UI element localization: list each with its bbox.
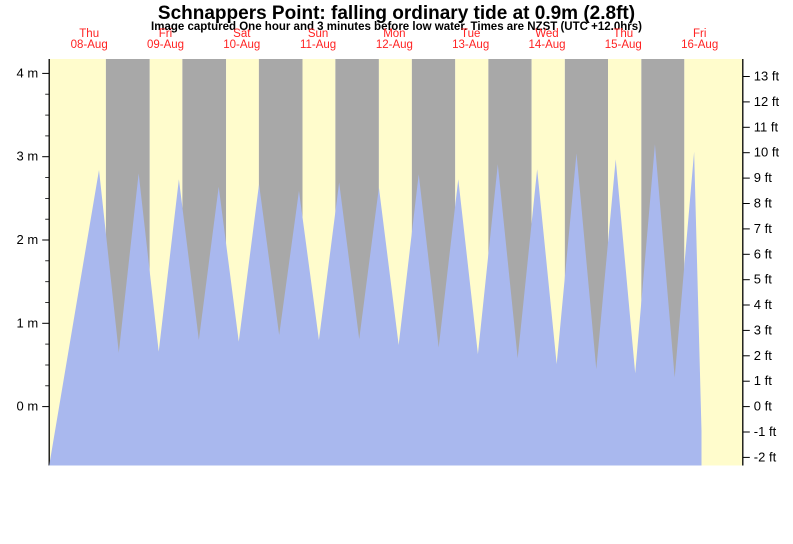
svg-text:9 ft: 9 ft <box>754 170 772 185</box>
svg-text:-2 ft: -2 ft <box>754 449 777 464</box>
svg-text:12 ft: 12 ft <box>754 94 780 109</box>
svg-text:-1 ft: -1 ft <box>754 424 777 439</box>
svg-text:5 ft: 5 ft <box>754 272 772 287</box>
svg-text:11 ft: 11 ft <box>754 119 779 134</box>
svg-text:16-Aug: 16-Aug <box>681 39 718 51</box>
svg-text:3 m: 3 m <box>17 149 39 164</box>
svg-text:2 ft: 2 ft <box>754 348 772 363</box>
svg-text:11-Aug: 11-Aug <box>300 39 336 51</box>
svg-text:10-Aug: 10-Aug <box>223 39 260 51</box>
svg-text:0 m: 0 m <box>17 399 39 414</box>
svg-text:14-Aug: 14-Aug <box>528 39 565 51</box>
svg-text:0 ft: 0 ft <box>754 399 772 414</box>
svg-text:4 ft: 4 ft <box>754 297 772 312</box>
svg-text:15-Aug: 15-Aug <box>605 39 642 51</box>
svg-text:1 m: 1 m <box>17 315 39 330</box>
svg-text:13-Aug: 13-Aug <box>452 39 489 51</box>
svg-text:2 m: 2 m <box>17 232 39 247</box>
svg-text:3 ft: 3 ft <box>754 322 772 337</box>
svg-text:6 ft: 6 ft <box>754 246 772 261</box>
svg-text:10 ft: 10 ft <box>754 145 780 160</box>
svg-text:13 ft: 13 ft <box>754 69 780 84</box>
svg-text:12-Aug: 12-Aug <box>376 39 413 51</box>
svg-text:1 ft: 1 ft <box>754 373 772 388</box>
svg-text:7 ft: 7 ft <box>754 221 772 236</box>
svg-text:8 ft: 8 ft <box>754 196 772 211</box>
svg-text:09-Aug: 09-Aug <box>147 39 184 51</box>
svg-text:08-Aug: 08-Aug <box>71 39 108 51</box>
svg-text:4 m: 4 m <box>17 65 39 80</box>
